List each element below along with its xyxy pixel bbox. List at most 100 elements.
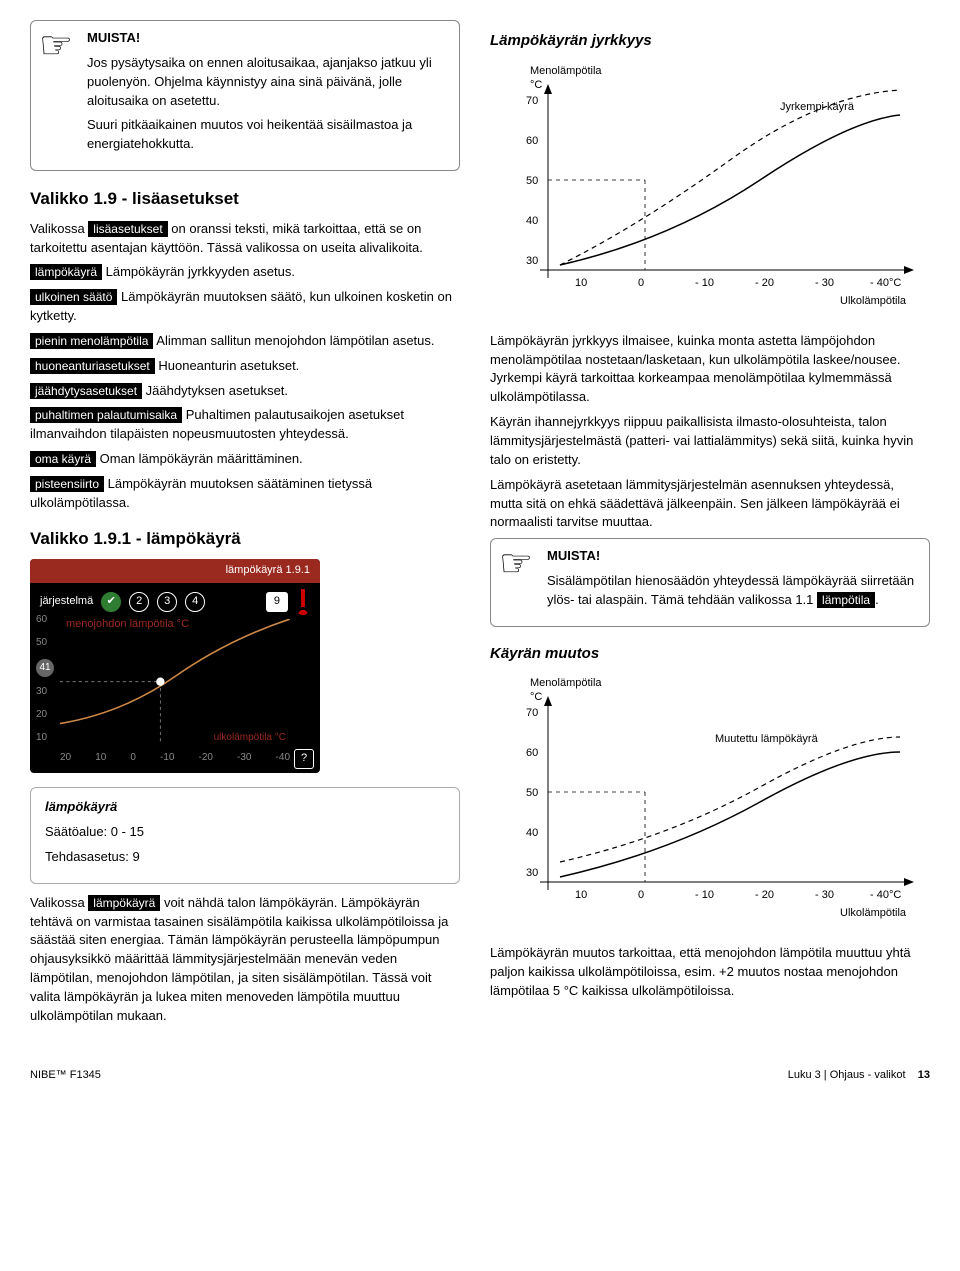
tick: - 10 <box>695 889 714 901</box>
tab-4[interactable]: 4 <box>185 592 205 612</box>
submenu-item: pisteensiirto Lämpökäyrän muutoksen säät… <box>30 475 460 513</box>
tick: 0 <box>638 277 644 289</box>
tick: 70 <box>526 95 538 107</box>
footer-left: NIBE™ F1345 <box>30 1068 101 1084</box>
menu-tag: lämpökäyrä <box>88 895 160 911</box>
paragraph: Käyrän ihannejyrkkyys riippuu paikallisi… <box>490 413 930 470</box>
hand-point-icon: ☞ <box>499 545 533 583</box>
heading-menu-19: Valikko 1.9 - lisäasetukset <box>30 187 460 212</box>
hand-point-icon: ☞ <box>39 27 73 65</box>
tick: 50 <box>526 787 538 799</box>
heading-menu-191: Valikko 1.9.1 - lämpökäyrä <box>30 527 460 552</box>
page-number: 13 <box>918 1069 930 1081</box>
tick-highlight: 41 <box>36 659 54 677</box>
annotation: Jyrkempi käyrä <box>780 101 855 113</box>
tick: 10 <box>575 889 587 901</box>
setting-default: Tehdasasetus: 9 <box>45 848 445 867</box>
tick: - 20 <box>755 277 774 289</box>
text: Alimman sallitun menojohdon lämpötilan a… <box>153 333 434 348</box>
arrow-right-icon <box>904 266 914 274</box>
menu-tag: pisteensiirto <box>30 476 104 492</box>
note-title: MUISTA! <box>547 547 919 566</box>
setting-name: lämpökäyrä <box>45 798 445 817</box>
heading-slope: Lämpökäyrän jyrkkyys <box>490 30 930 52</box>
curve-chart <box>60 619 290 745</box>
tick: -30 <box>237 751 251 766</box>
tick: - 30 <box>815 889 834 901</box>
help-icon[interactable]: ? <box>294 749 314 769</box>
submenu-item: oma käyrä Oman lämpökäyrän määrittäminen… <box>30 450 460 469</box>
tick: -10 <box>160 751 174 766</box>
tick: 0 <box>638 889 644 901</box>
tick: 60 <box>526 747 538 759</box>
submenu-item: lämpökäyrä Lämpökäyrän jyrkkyyden asetus… <box>30 263 460 282</box>
x-axis: 20 10 0 -10 -20 -30 -40 <box>60 751 290 766</box>
tab-3[interactable]: 3 <box>157 592 177 612</box>
paragraph: Lämpökäyrän jyrkkyys ilmaisee, kuinka mo… <box>490 332 930 407</box>
text: Lämpökäyrän jyrkkyyden asetus. <box>102 264 295 279</box>
submenu-item: jäähdytysasetukset Jäähdytyksen asetukse… <box>30 382 460 401</box>
menu-tag: lämpötila <box>817 592 875 608</box>
setting-info-box: lämpökäyrä Säätöalue: 0 - 15 Tehdasasetu… <box>30 787 460 884</box>
menu-tag: lisäasetukset <box>88 221 167 237</box>
submenu-item: ulkoinen säätö Lämpökäyrän muutoksen sää… <box>30 288 460 326</box>
tick: - 20 <box>755 889 774 901</box>
x-label: Ulkolämpötila <box>840 295 907 307</box>
tick: 10 <box>95 751 106 766</box>
tick: 0 <box>130 751 136 766</box>
tick: 30 <box>526 867 538 879</box>
tick: - 10 <box>695 277 714 289</box>
screenshot-title: lämpökäyrä 1.9.1 <box>30 559 320 583</box>
arrow-up-icon <box>544 84 552 94</box>
text: Oman lämpökäyrän määrittäminen. <box>96 451 303 466</box>
y-unit: °C <box>530 79 542 91</box>
tick: -40 <box>276 751 290 766</box>
text: Huoneanturin asetukset. <box>155 358 300 373</box>
note-text: Sisälämpötilan hienosäädön yhteydessä lä… <box>547 572 919 610</box>
tick: 10 <box>36 731 54 746</box>
submenu-item: pienin menolämpötila Alimman sallitun me… <box>30 332 460 351</box>
tick: -20 <box>199 751 213 766</box>
tick: 30 <box>526 255 538 267</box>
tick: 20 <box>36 708 54 723</box>
page-footer: NIBE™ F1345 Luku 3 | Ohjaus - valikot 13 <box>30 1062 930 1084</box>
tab-active-icon[interactable]: ✔ <box>101 592 121 612</box>
note-text: Jos pysäytysaika on ennen aloitusaikaa, … <box>87 54 449 111</box>
tick: 30 <box>36 685 54 700</box>
y-axis: 60 50 41 30 20 10 <box>36 613 54 745</box>
tick: 60 <box>36 613 54 628</box>
x-label: Ulkolämpötila <box>840 907 907 919</box>
x-axis-label: ulkolämpötila °C <box>214 731 286 746</box>
note-box-right: ☞ MUISTA! Sisälämpötilan hienosäädön yht… <box>490 538 930 627</box>
tab-2[interactable]: 2 <box>129 592 149 612</box>
tick: 60 <box>526 135 538 147</box>
y-label: Menolämpötila <box>530 65 602 77</box>
menu-tag: lämpökäyrä <box>30 264 102 280</box>
text: Jäähdytyksen asetukset. <box>142 383 288 398</box>
section: | Ohjaus - valikot <box>821 1069 906 1081</box>
submenu-item: huoneanturiasetukset Huoneanturin asetuk… <box>30 357 460 376</box>
footer-right: Luku 3 | Ohjaus - valikot 13 <box>788 1068 930 1084</box>
curve-value[interactable]: 9 <box>266 592 288 612</box>
device-screenshot: lämpökäyrä 1.9.1 järjestelmä ✔ 2 3 4 9 m… <box>30 559 320 773</box>
system-label: järjestelmä <box>40 594 93 610</box>
tick: 70 <box>526 707 538 719</box>
tick: 40 <box>526 215 538 227</box>
menu-tag: jäähdytysasetukset <box>30 383 142 399</box>
paragraph: Valikossa lämpökäyrä voit nähdä talon lä… <box>30 894 460 1026</box>
text: . <box>875 592 879 607</box>
tick: 40 <box>526 827 538 839</box>
submenu-item: puhaltimen palautumisaika Puhaltimen pal… <box>30 406 460 444</box>
annotation: Muutettu lämpökäyrä <box>715 733 819 745</box>
tick: - 40°C <box>870 277 901 289</box>
menu-tag: huoneanturiasetukset <box>30 358 155 374</box>
note-text: Suuri pitkäaikainen muutos voi heikentää… <box>87 116 449 154</box>
thermometer-icon <box>296 589 310 615</box>
y-label: Menolämpötila <box>530 677 602 689</box>
chapter: Luku 3 <box>788 1069 821 1081</box>
tick: 20 <box>60 751 71 766</box>
tick: 50 <box>526 175 538 187</box>
note-box-left: ☞ MUISTA! Jos pysäytysaika on ennen aloi… <box>30 20 460 171</box>
text: Valikossa <box>30 221 88 236</box>
paragraph: Valikossa lisäasetukset on oranssi tekst… <box>30 220 460 258</box>
